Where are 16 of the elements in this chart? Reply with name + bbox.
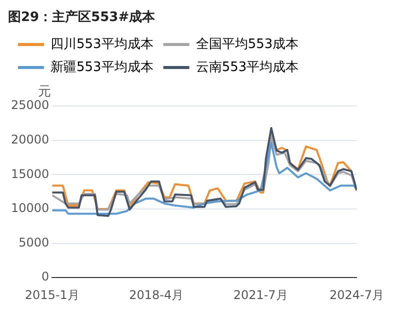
legend-label: 新疆553平均成本 — [50, 60, 154, 75]
x-tick-label: 2018-4月 — [129, 288, 184, 302]
y-tick-label: 25000 — [10, 98, 50, 112]
y-tick-label: 5000 — [18, 235, 50, 250]
y-tick-label: 20000 — [10, 132, 50, 146]
y-tick-label: 0 — [42, 270, 50, 284]
y-tick-label: 10000 — [10, 201, 50, 216]
x-tick-label: 2024-7月 — [329, 288, 384, 302]
legend-label: 全国平均553成本 — [196, 36, 299, 52]
y-axis-title: 元 — [38, 84, 52, 100]
y-tick-label: 15000 — [10, 166, 50, 181]
legend-label: 四川553平均成本 — [50, 36, 154, 52]
x-tick-label: 2021-7月 — [233, 288, 288, 302]
x-tick-label: 2015-1月 — [24, 288, 80, 302]
legend-label: 云南553平均成本 — [196, 60, 299, 75]
chart-title: 图29：主产区553#成本 — [8, 8, 156, 27]
